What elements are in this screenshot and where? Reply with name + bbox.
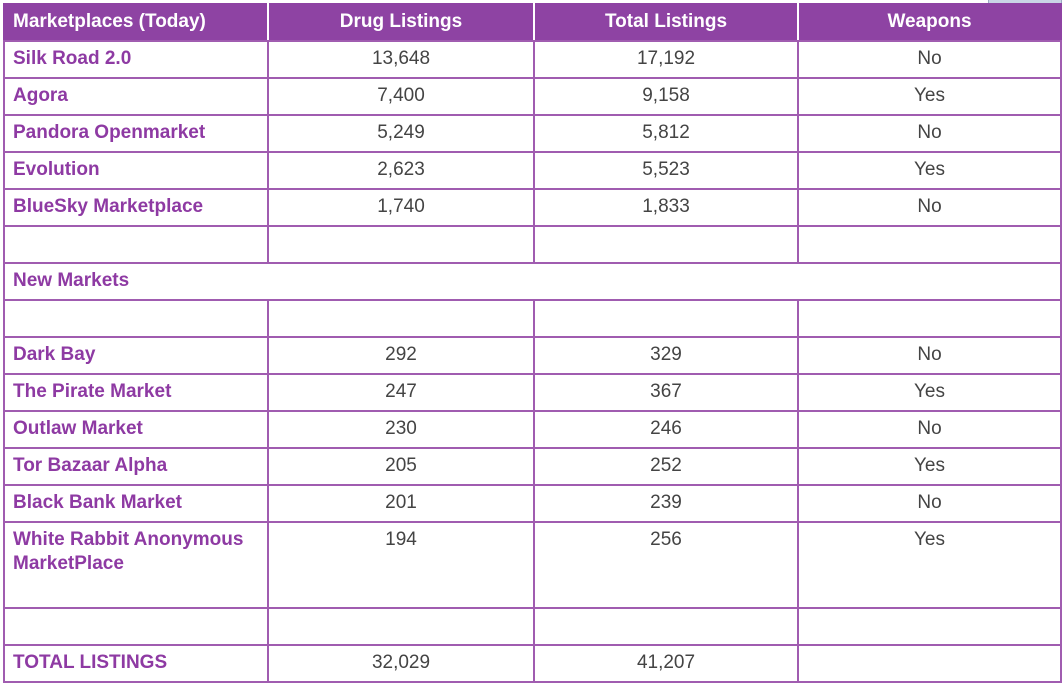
drug-listings-cell: 205 — [267, 447, 535, 486]
empty-cell — [797, 607, 1062, 646]
drug-listings-cell: 5,249 — [267, 114, 535, 153]
total-listings-cell: 252 — [533, 447, 799, 486]
market-name: White Rabbit Anonymous MarketPlace — [3, 521, 269, 609]
empty-cell — [3, 225, 269, 264]
market-name: Tor Bazaar Alpha — [3, 447, 269, 486]
empty-row — [3, 607, 1062, 646]
table-row: Silk Road 2.0 13,648 17,192 No — [3, 40, 1062, 79]
total-listings-cell: 256 — [533, 521, 799, 609]
market-name: The Pirate Market — [3, 373, 269, 412]
empty-cell — [267, 225, 535, 264]
table-row: Outlaw Market 230 246 No — [3, 410, 1062, 449]
weapons-cell: No — [797, 40, 1062, 79]
empty-cell — [267, 607, 535, 646]
total-listings-cell: 239 — [533, 484, 799, 523]
drug-listings-cell: 247 — [267, 373, 535, 412]
market-name: Evolution — [3, 151, 269, 190]
total-drug-listings: 32,029 — [267, 644, 535, 683]
market-name: Silk Road 2.0 — [3, 40, 269, 79]
empty-row — [3, 225, 1062, 264]
table-row: White Rabbit Anonymous MarketPlace 194 2… — [3, 521, 1062, 609]
drug-listings-cell: 7,400 — [267, 77, 535, 116]
empty-cell — [797, 225, 1062, 264]
table-row: Pandora Openmarket 5,249 5,812 No — [3, 114, 1062, 153]
total-listings-cell: 1,833 — [533, 188, 799, 227]
section-label-new-markets: New Markets — [3, 262, 1062, 301]
drug-listings-cell: 201 — [267, 484, 535, 523]
header-drug-listings: Drug Listings — [267, 3, 535, 42]
total-all-listings: 41,207 — [533, 644, 799, 683]
table-row: Dark Bay 292 329 No — [3, 336, 1062, 375]
header-weapons: Weapons — [797, 3, 1062, 42]
total-listings-cell: 329 — [533, 336, 799, 375]
empty-cell — [797, 299, 1062, 338]
total-listings-cell: 246 — [533, 410, 799, 449]
market-name: Black Bank Market — [3, 484, 269, 523]
header-total-listings: Total Listings — [533, 3, 799, 42]
weapons-cell: Yes — [797, 77, 1062, 116]
total-listings-cell: 367 — [533, 373, 799, 412]
drug-listings-cell: 194 — [267, 521, 535, 609]
total-weapons-cell — [797, 644, 1062, 683]
market-name: Agora — [3, 77, 269, 116]
totals-label: TOTAL LISTINGS — [3, 644, 269, 683]
empty-cell — [3, 607, 269, 646]
empty-cell — [533, 299, 799, 338]
market-name: Pandora Openmarket — [3, 114, 269, 153]
header-marketplaces: Marketplaces (Today) — [3, 3, 269, 42]
market-name: Outlaw Market — [3, 410, 269, 449]
total-listings-cell: 9,158 — [533, 77, 799, 116]
table-row: Tor Bazaar Alpha 205 252 Yes — [3, 447, 1062, 486]
weapons-cell: No — [797, 336, 1062, 375]
total-listings-cell: 17,192 — [533, 40, 799, 79]
table-row: BlueSky Marketplace 1,740 1,833 No — [3, 188, 1062, 227]
drug-listings-cell: 2,623 — [267, 151, 535, 190]
market-name: BlueSky Marketplace — [3, 188, 269, 227]
weapons-cell: Yes — [797, 521, 1062, 609]
weapons-cell: Yes — [797, 447, 1062, 486]
drug-listings-cell: 1,740 — [267, 188, 535, 227]
weapons-cell: No — [797, 410, 1062, 449]
table-row: Evolution 2,623 5,523 Yes — [3, 151, 1062, 190]
weapons-cell: Yes — [797, 373, 1062, 412]
totals-row: TOTAL LISTINGS 32,029 41,207 — [3, 644, 1062, 683]
marketplace-table: Marketplaces (Today) Drug Listings Total… — [3, 3, 1062, 683]
market-name: Dark Bay — [3, 336, 269, 375]
weapons-cell: No — [797, 188, 1062, 227]
weapons-cell: Yes — [797, 151, 1062, 190]
total-listings-cell: 5,812 — [533, 114, 799, 153]
total-listings-cell: 5,523 — [533, 151, 799, 190]
table-row: The Pirate Market 247 367 Yes — [3, 373, 1062, 412]
drug-listings-cell: 13,648 — [267, 40, 535, 79]
empty-cell — [267, 299, 535, 338]
drug-listings-cell: 292 — [267, 336, 535, 375]
empty-cell — [533, 607, 799, 646]
empty-cell — [533, 225, 799, 264]
weapons-cell: No — [797, 484, 1062, 523]
empty-row — [3, 299, 1062, 338]
weapons-cell: No — [797, 114, 1062, 153]
drug-listings-cell: 230 — [267, 410, 535, 449]
table-row: Agora 7,400 9,158 Yes — [3, 77, 1062, 116]
header-row: Marketplaces (Today) Drug Listings Total… — [3, 3, 1062, 42]
empty-cell — [3, 299, 269, 338]
section-row: New Markets — [3, 262, 1062, 301]
table-row: Black Bank Market 201 239 No — [3, 484, 1062, 523]
